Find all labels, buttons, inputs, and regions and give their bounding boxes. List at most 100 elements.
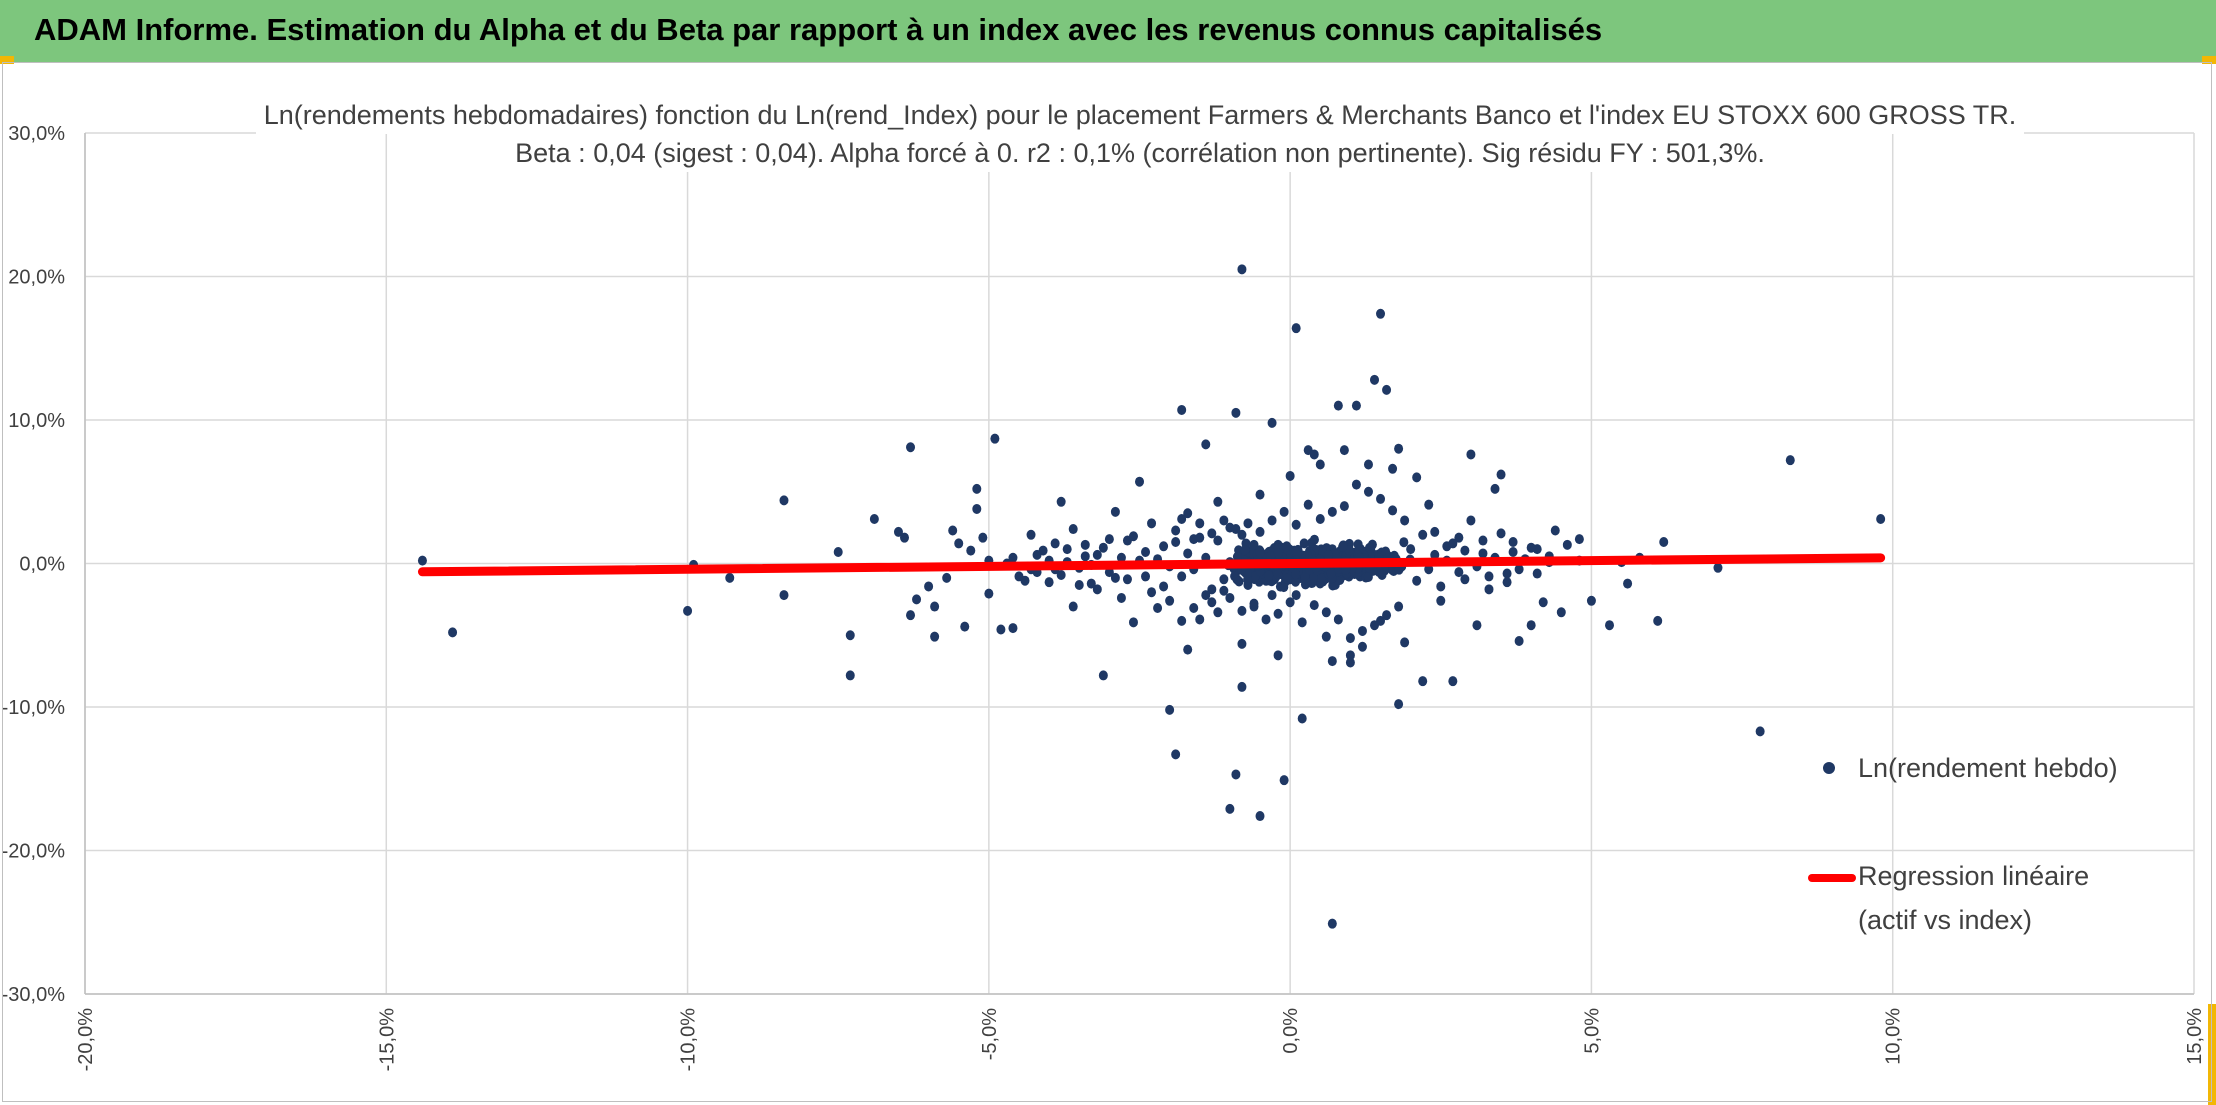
scatter-point xyxy=(1339,445,1349,456)
scatter-point xyxy=(1232,551,1242,562)
scatter-point xyxy=(1508,547,1518,558)
scatter-point xyxy=(1135,476,1144,487)
scatter-point xyxy=(1315,459,1325,470)
scatter-point xyxy=(1273,548,1283,559)
corner-accent-top-right xyxy=(2202,56,2216,64)
scatter-point xyxy=(1207,528,1217,539)
scatter-point xyxy=(1323,550,1333,561)
scatter-point xyxy=(1376,308,1386,319)
scatter-point xyxy=(1225,803,1235,814)
scatter-point xyxy=(930,601,940,612)
scatter-point xyxy=(1400,515,1410,526)
scatter-point xyxy=(1110,506,1120,517)
scatter-point xyxy=(1556,607,1566,618)
scatter-point xyxy=(924,581,934,592)
scatter-point xyxy=(1335,575,1345,586)
scatter-point xyxy=(683,605,693,616)
scatter-point xyxy=(1195,518,1205,529)
scatter-point xyxy=(1171,536,1181,547)
scatter-point xyxy=(1484,584,1494,595)
scatter-point xyxy=(1159,541,1169,552)
scatter-point xyxy=(1279,775,1289,786)
x-tick-label: 15,0% xyxy=(2184,1008,2206,1065)
legend-regression-marker xyxy=(1808,874,1856,882)
chart-title-line-1: Ln(rendements hebdomadaires) fonction du… xyxy=(255,96,2025,134)
scatter-point xyxy=(1080,551,1090,562)
scatter-point xyxy=(1430,526,1440,537)
scatter-point xyxy=(1321,631,1331,642)
scatter-point xyxy=(1195,614,1205,625)
scatter-point xyxy=(1273,608,1283,619)
scatter-point xyxy=(948,525,958,536)
scatter-point xyxy=(1213,535,1223,546)
scatter-point xyxy=(1147,587,1157,598)
scatter-point xyxy=(1448,538,1458,549)
scatter-point xyxy=(1309,449,1319,460)
scatter-point xyxy=(1317,573,1327,584)
scatter-point xyxy=(1526,542,1536,553)
scatter-point xyxy=(1020,575,1030,586)
scatter-point xyxy=(1785,455,1795,466)
scatter-point xyxy=(1562,539,1572,550)
scatter-point xyxy=(1448,676,1458,687)
scatter-point xyxy=(1267,417,1277,428)
scatter-point xyxy=(1502,568,1512,579)
scatter-point xyxy=(1327,918,1337,929)
scatter-point xyxy=(1400,637,1410,648)
scatter-point xyxy=(1225,592,1235,603)
scatter-point xyxy=(1659,536,1669,547)
scatter-point xyxy=(1116,552,1126,563)
scatter-point xyxy=(1110,572,1120,583)
scatter-point xyxy=(1044,577,1054,588)
scatter-point xyxy=(779,590,789,601)
scatter-point xyxy=(1460,545,1470,556)
corner-accent-top-left xyxy=(0,56,14,64)
scatter-point xyxy=(1357,641,1367,652)
scatter-point xyxy=(1388,463,1398,474)
scatter-point xyxy=(1237,529,1247,540)
scatter-point xyxy=(1183,644,1193,655)
scatter-point xyxy=(1128,617,1138,628)
scatter-point xyxy=(1394,699,1404,710)
scatter-point xyxy=(1339,501,1349,512)
scatter-point xyxy=(1321,607,1331,618)
scatter-point xyxy=(1532,568,1542,579)
scatter-point xyxy=(1338,541,1348,552)
scatter-point xyxy=(942,572,952,583)
scatter-point xyxy=(1243,518,1253,529)
scatter-point xyxy=(1234,576,1244,587)
scatter-point xyxy=(1285,470,1295,481)
scatter-point xyxy=(1068,524,1078,535)
scatter-point xyxy=(1394,564,1404,575)
scatter-point xyxy=(1653,615,1663,626)
scatter-point xyxy=(1454,567,1464,578)
scatter-point xyxy=(1104,534,1114,545)
scatter-point xyxy=(1327,656,1337,667)
scatter-point xyxy=(1080,539,1090,550)
scatter-point xyxy=(1240,544,1250,555)
x-tick-labels: -20,0% -15,0% -10,0% -5,0% 0,0% 5,0% 10,0% 15,0… xyxy=(75,1008,2206,1072)
scatter-point xyxy=(972,483,982,494)
scatter-point xyxy=(1303,499,1313,510)
scatter-point xyxy=(1472,620,1482,631)
legend-scatter-marker xyxy=(1823,762,1835,774)
scatter-point xyxy=(845,670,855,681)
scatter-point xyxy=(1755,726,1765,737)
scatter-point xyxy=(1141,547,1151,558)
scatter-point xyxy=(1514,635,1524,646)
scatter-point xyxy=(1255,547,1265,558)
scatter-point xyxy=(1514,564,1524,575)
scatter-point xyxy=(1264,570,1274,581)
scatter-point xyxy=(1266,551,1276,562)
scatter-point xyxy=(1201,590,1211,601)
x-tick-label: -15,0% xyxy=(376,1008,398,1072)
scatter-point xyxy=(1008,552,1018,563)
scatter-point xyxy=(1291,323,1301,334)
scatter-point xyxy=(1122,574,1132,585)
scatter-point xyxy=(448,627,458,638)
scatter-point xyxy=(984,588,994,599)
scatter-point xyxy=(1394,601,1404,612)
legend-regression-label-line-2: (actif vs index) xyxy=(1858,905,2033,935)
scatter-point xyxy=(1282,573,1292,584)
scatter-point xyxy=(1207,597,1217,608)
